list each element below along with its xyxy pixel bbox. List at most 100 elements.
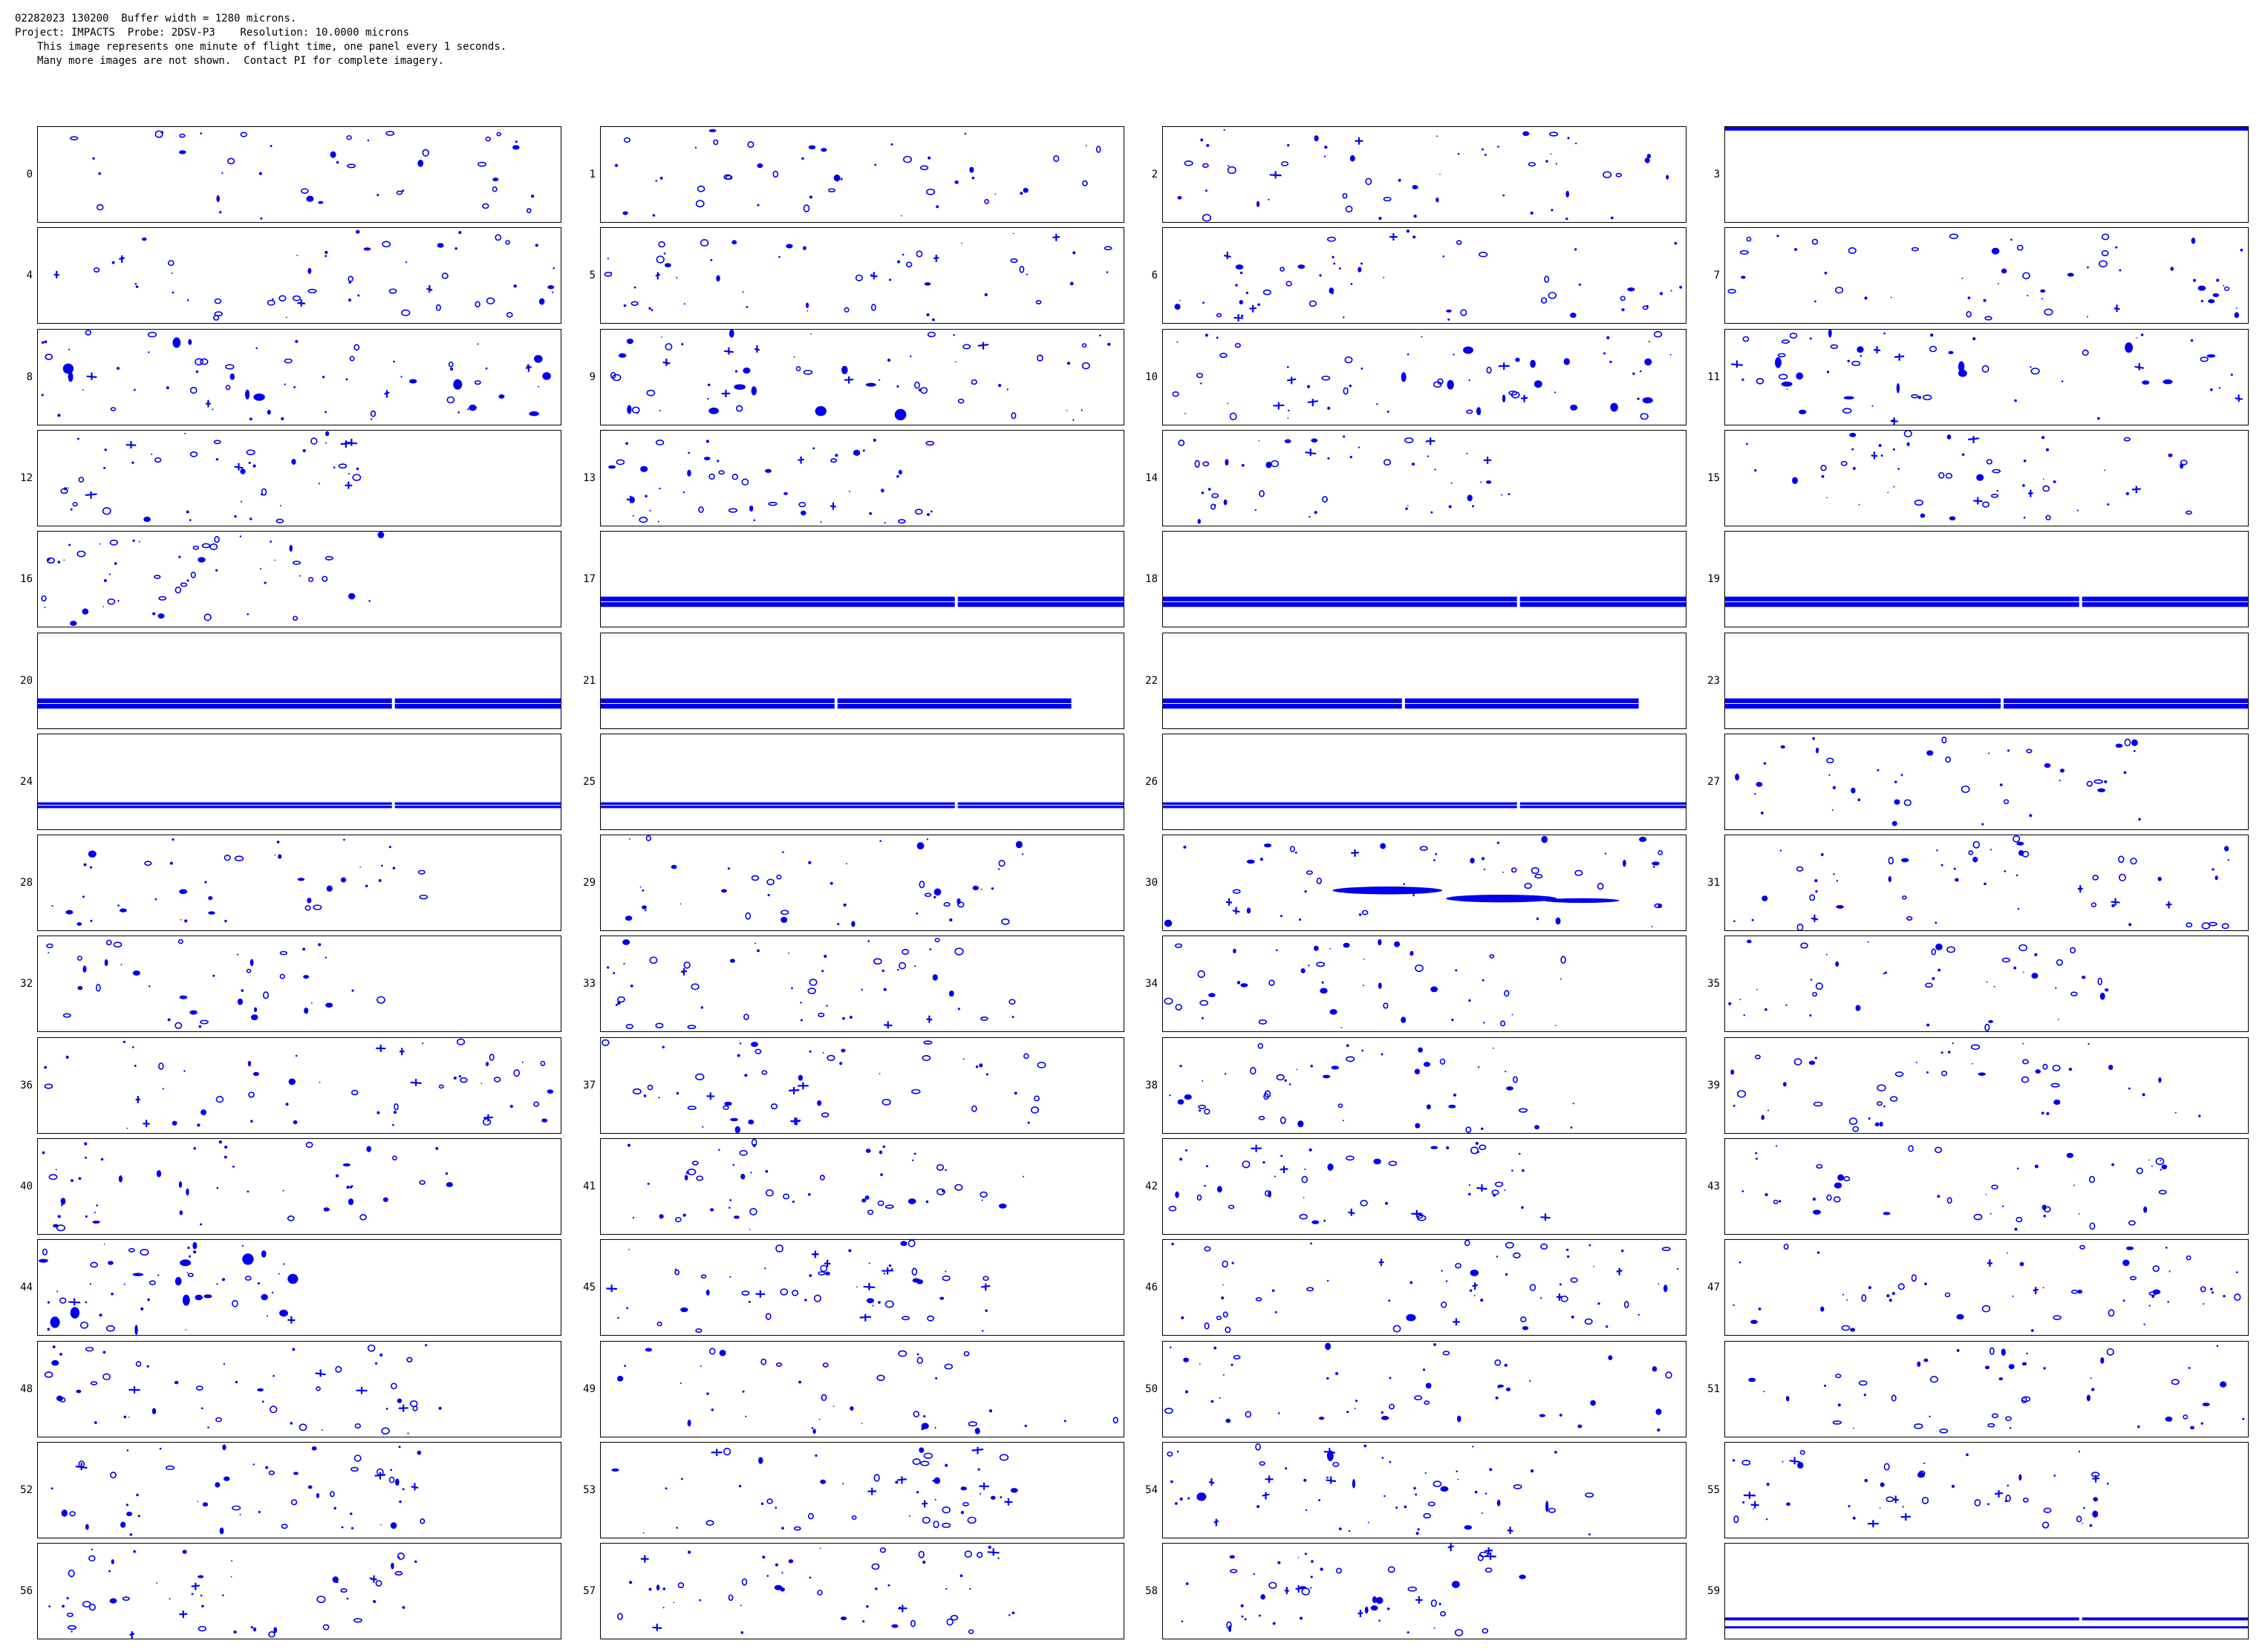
particle-dot — [744, 1073, 748, 1077]
particle-dot — [325, 411, 327, 414]
particle-ring — [316, 1385, 321, 1391]
particle-ring — [944, 1363, 954, 1370]
particle-dot — [1632, 372, 1635, 375]
particle-blob — [2168, 453, 2173, 457]
particle-ring — [914, 509, 923, 515]
particle-dot — [302, 448, 306, 453]
particle-dot — [1346, 1044, 1349, 1047]
particle-aggregate — [1284, 1587, 1289, 1595]
particle-ring — [2070, 1290, 2079, 1295]
particle-dot — [628, 838, 630, 840]
particle-aggregate — [1351, 849, 1359, 857]
particle-dot — [1258, 440, 1260, 442]
particle-dot — [1297, 1557, 1300, 1558]
particle-aggregate — [867, 1487, 877, 1495]
particle-ring — [299, 1423, 307, 1431]
particle-dot — [325, 251, 328, 255]
particle-imagery — [46, 939, 385, 1030]
particle-dot — [1472, 505, 1475, 508]
particle-dot — [749, 1229, 751, 1230]
particle-dot — [1646, 305, 1649, 308]
particle-dot — [368, 600, 371, 602]
particle-blob — [1828, 329, 1832, 338]
particle-dot — [1852, 466, 1856, 470]
particle-dot — [393, 1110, 397, 1114]
particle-dot — [1756, 1158, 1758, 1160]
particle-dot — [2193, 279, 2197, 282]
particle-dot — [108, 1570, 111, 1573]
particle-blob — [289, 545, 293, 552]
particle-ring — [1316, 962, 1326, 967]
particle-dot — [102, 606, 104, 608]
particle-imagery — [42, 1140, 453, 1232]
particle-blob — [1414, 1068, 1421, 1074]
particle-dot — [1821, 474, 1825, 478]
particle-ring — [1789, 332, 1798, 339]
particle-dot — [1484, 153, 1487, 156]
particle-ring — [1841, 1325, 1851, 1331]
particle-dot — [1235, 284, 1238, 287]
particle-ring — [88, 1555, 96, 1562]
particle-blob — [143, 516, 151, 522]
particle-ring — [2106, 1348, 2114, 1356]
particle-blob — [743, 367, 751, 373]
particle-blob — [293, 1472, 299, 1475]
particle-ring — [1945, 472, 1953, 479]
particle-blob — [2125, 342, 2133, 353]
particle-ring — [1430, 1599, 1437, 1607]
image-panel — [1724, 531, 2249, 628]
particle-dot — [945, 1169, 947, 1172]
particle-blob — [1530, 359, 1536, 368]
particle-dot — [47, 1328, 50, 1331]
particle-dot — [1947, 1050, 1951, 1054]
particle-dot — [276, 840, 280, 844]
particle-ring — [1280, 267, 1285, 272]
particle-ring — [1524, 883, 1532, 889]
particle-dot — [1763, 762, 1767, 765]
particle-blob — [833, 174, 841, 182]
particle-dot — [1606, 1325, 1609, 1328]
particle-ring — [1258, 1115, 1265, 1120]
particle-ring — [377, 996, 385, 1005]
particle-dot — [1481, 857, 1485, 861]
particle-dot — [212, 975, 215, 978]
particle-ring — [1276, 1074, 1285, 1080]
image-panel — [1724, 936, 2249, 1033]
particle-dot — [215, 457, 219, 461]
particle-dot — [1206, 143, 1210, 147]
particle-aggregate — [830, 502, 836, 510]
particle-dot — [252, 464, 256, 468]
particle-dot — [445, 1172, 449, 1175]
panel-number-label: 11 — [1707, 370, 1720, 383]
particle-dot — [1384, 1495, 1386, 1498]
particle-aggregate — [798, 456, 804, 464]
particle-dot — [1258, 1614, 1261, 1617]
particle-ring — [2042, 485, 2050, 492]
image-panel — [600, 328, 1124, 425]
particle-dot — [350, 1512, 353, 1515]
particle-dot — [1764, 1008, 1767, 1011]
particle-aggregate — [1476, 1184, 1487, 1192]
particle-dot — [934, 1498, 936, 1501]
particle-dot — [935, 1377, 938, 1380]
particle-imagery — [608, 438, 935, 524]
particle-dot — [1398, 178, 1401, 182]
particle-dot — [835, 454, 838, 457]
particle-blob — [1175, 1191, 1179, 1198]
particle-blob — [1311, 438, 1318, 443]
particle-ring — [1548, 292, 1557, 299]
particle-dot — [64, 486, 68, 491]
particle-dot — [1358, 446, 1360, 448]
particle-ring — [1228, 1204, 1235, 1209]
particle-dot — [48, 1605, 50, 1608]
particle-ring — [1010, 258, 1018, 264]
particle-blob — [208, 911, 215, 915]
particle-blob — [1464, 1525, 1473, 1530]
particle-dot — [2097, 417, 2100, 420]
particle-ring — [382, 241, 391, 248]
particle-blob — [1747, 940, 1752, 944]
particle-blob — [1949, 516, 1956, 520]
particle-blob — [1785, 1395, 1790, 1402]
particle-dot — [812, 447, 815, 450]
